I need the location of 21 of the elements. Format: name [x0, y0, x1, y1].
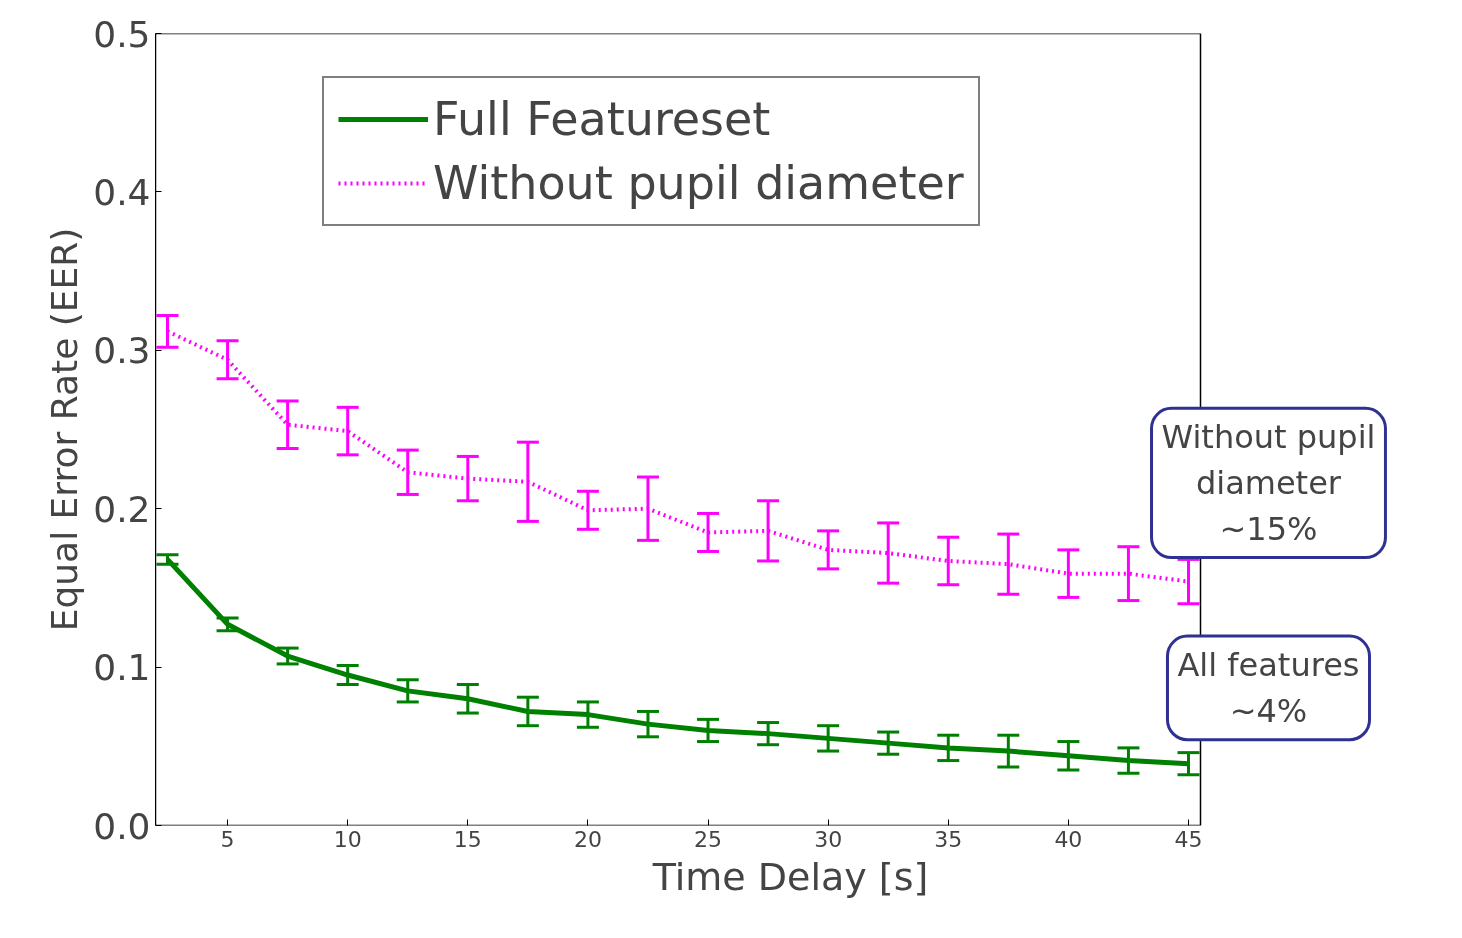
- annotation: All features ~4%: [1177, 646, 1360, 730]
- legend-label: Full Featureset: [433, 92, 771, 146]
- x-tick-label: 45: [1174, 826, 1203, 852]
- y-tick-label: 0.2: [93, 488, 151, 530]
- y-axis-title: Equal Error Rate (EER): [44, 227, 86, 632]
- x-tick-label: 20: [573, 826, 602, 852]
- y-tick-label: 0.5: [93, 13, 151, 55]
- x-tick-label: 5: [220, 826, 235, 852]
- x-tick-label: 25: [694, 826, 723, 852]
- x-tick-label: 10: [333, 826, 362, 852]
- y-tick-label: 0.4: [93, 171, 151, 213]
- x-axis-title: Time Delay [s]: [651, 854, 929, 899]
- x-tick-label: 35: [934, 826, 963, 852]
- x-tick-label: 40: [1054, 826, 1083, 852]
- y-tick-label: 0.1: [93, 647, 151, 689]
- annotation: Without pupil diameter ~15%: [1161, 418, 1376, 548]
- x-tick-label: 15: [453, 826, 482, 852]
- y-tick-label: 0.0: [93, 805, 151, 847]
- y-tick-label: 0.3: [93, 330, 151, 372]
- legend-label: Without pupil diameter: [433, 156, 964, 210]
- x-tick-label: 30: [814, 826, 843, 852]
